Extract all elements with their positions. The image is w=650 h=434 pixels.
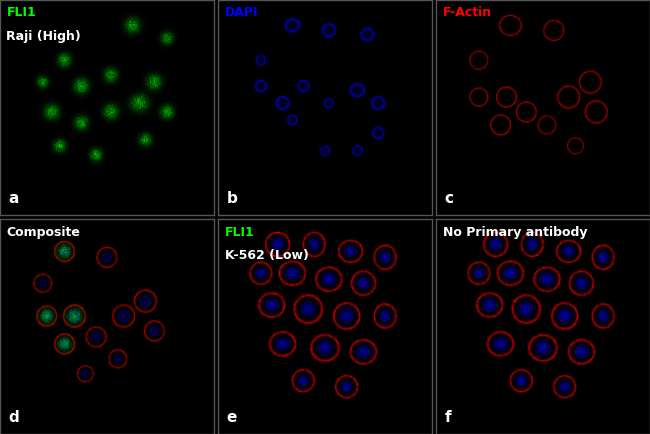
Text: FLI1: FLI1 bbox=[224, 226, 254, 239]
Text: c: c bbox=[445, 191, 454, 206]
Text: b: b bbox=[227, 191, 237, 206]
Text: e: e bbox=[227, 411, 237, 425]
Text: K-562 (Low): K-562 (Low) bbox=[224, 249, 308, 262]
Text: f: f bbox=[445, 411, 451, 425]
Text: Raji (High): Raji (High) bbox=[6, 30, 81, 43]
Text: a: a bbox=[8, 191, 19, 206]
Text: d: d bbox=[8, 411, 20, 425]
Text: No Primary antibody: No Primary antibody bbox=[443, 226, 587, 239]
Text: FLI1: FLI1 bbox=[6, 7, 36, 20]
Text: Composite: Composite bbox=[6, 226, 81, 239]
Text: DAPI: DAPI bbox=[224, 7, 258, 20]
Text: F-Actin: F-Actin bbox=[443, 7, 491, 20]
